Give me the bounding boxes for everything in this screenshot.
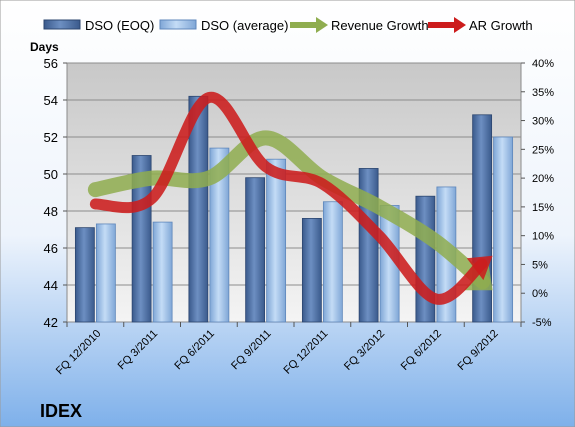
y-left-tick-label: 46 <box>44 241 58 256</box>
y-right-tick-label: 5% <box>532 259 548 271</box>
y-left-tick-label: 50 <box>44 167 58 182</box>
legend: DSO (EOQ) DSO (average) Revenue Growth AR G… <box>43 17 533 33</box>
legend-label: Revenue Growth <box>331 18 429 33</box>
bar-dso-average <box>493 136 514 323</box>
legend-label: AR Growth <box>469 18 533 33</box>
y-right-tick-label: 40% <box>532 58 554 70</box>
y-left-axis-title: Days <box>30 40 59 54</box>
y-right-tick-label: 10% <box>532 231 554 243</box>
bar-dso-average <box>152 221 173 323</box>
bar-dso-average <box>266 158 287 323</box>
y-right-tick-label: 0% <box>532 288 548 300</box>
y-right-tick-label: 35% <box>532 87 554 99</box>
y-right-tick-label: 25% <box>532 144 554 156</box>
bar-dso-eoq <box>188 95 209 323</box>
company-label: IDEX <box>40 401 82 421</box>
y-right-tick-label: 15% <box>532 202 554 214</box>
y-left-tick-label: 44 <box>44 278 58 293</box>
bar-dso-eoq <box>74 227 95 323</box>
y-left-tick-label: 56 <box>44 56 58 71</box>
legend-swatch-arrowhead <box>316 17 328 33</box>
bar-dso-average <box>95 223 116 323</box>
y-left-tick-label: 54 <box>44 93 58 108</box>
y-right-tick-label: 30% <box>532 116 554 128</box>
bar-dso-eoq <box>472 114 493 323</box>
y-left-tick-label: 48 <box>44 204 58 219</box>
y-left-tick-label: 52 <box>44 130 58 145</box>
growth-lines <box>87 92 493 305</box>
ar-growth-arrowhead <box>466 255 493 281</box>
y-right-tick-label: 20% <box>532 173 554 185</box>
bar-dso-average <box>322 201 343 323</box>
bar-dso-eoq <box>301 217 322 323</box>
legend-swatch-arrowhead <box>454 17 466 33</box>
legend-label: DSO (EOQ) <box>85 18 154 33</box>
y-left-tick-label: 42 <box>44 315 58 330</box>
ar-growth-line <box>89 92 488 305</box>
bar-dso-eoq <box>245 177 266 323</box>
legend-swatch <box>43 19 81 30</box>
bar-dso-average <box>209 147 230 323</box>
legend-swatch <box>159 19 197 30</box>
legend-label: DSO (average) <box>201 18 288 33</box>
y-right-tick-label: -5% <box>532 317 552 329</box>
